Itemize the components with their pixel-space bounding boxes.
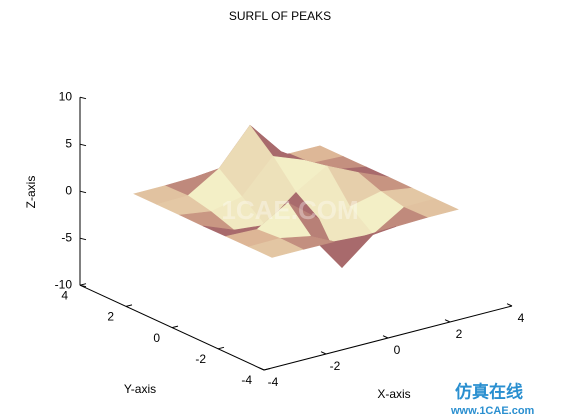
z-tick <box>79 96 87 100</box>
x-axis-label: X-axis <box>377 387 410 401</box>
x-tick-label: 4 <box>518 311 525 325</box>
z-tick <box>79 284 87 288</box>
x-tick-label: 0 <box>394 343 401 357</box>
y-axis-label: Y-axis <box>124 382 156 396</box>
y-tick <box>217 346 225 350</box>
z-tick-label: 0 <box>65 183 72 197</box>
x-tick <box>444 319 451 323</box>
x-tick <box>506 303 513 307</box>
y-tick-label: 4 <box>61 288 68 302</box>
y-tick-label: 0 <box>153 331 160 345</box>
z-tick-label: -10 <box>55 277 73 291</box>
z-tick-label: 5 <box>65 136 72 150</box>
surface-patch <box>248 238 304 258</box>
y-tick <box>263 368 271 371</box>
x-tick-label: -2 <box>330 359 341 373</box>
z-tick <box>79 143 87 147</box>
footer-brand: 仿真在线 <box>455 381 523 401</box>
z-tick <box>79 237 87 241</box>
y-tick <box>171 325 179 329</box>
z-tick-label: 10 <box>59 89 73 103</box>
y-tick-label: -2 <box>195 352 206 366</box>
z-tick-label: -5 <box>61 230 72 244</box>
watermark: 1CAE.COM <box>221 195 358 225</box>
y-tick-label: 2 <box>107 310 114 324</box>
surface <box>133 124 459 269</box>
x-tick-label: 2 <box>456 327 463 341</box>
z-axis-label: Z-axis <box>24 176 38 209</box>
chart-title: SURFL OF PEAKS <box>229 9 331 23</box>
z-tick <box>79 190 87 194</box>
footer-url: www.1CAE.com <box>450 405 535 417</box>
x-tick <box>382 335 389 339</box>
y-tick <box>125 304 133 307</box>
x-tick <box>258 367 265 371</box>
y-tick-label: -4 <box>241 373 252 387</box>
x-tick-label: -4 <box>268 375 279 389</box>
x-tick <box>320 351 327 355</box>
